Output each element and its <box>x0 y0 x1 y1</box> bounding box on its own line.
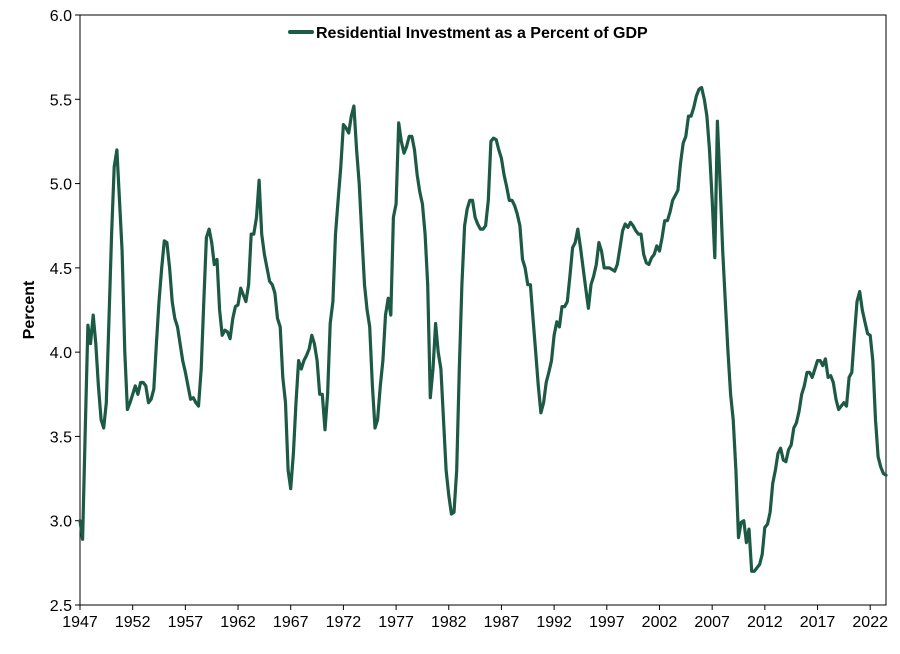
x-tick-label: 1967 <box>273 614 309 631</box>
x-tick-label: 1997 <box>589 614 625 631</box>
y-tick-label: 6.0 <box>50 8 72 25</box>
x-axis-ticks: 1947 1952 1957 1962 1967 1972 1977 1982 1987 1992… <box>62 605 888 631</box>
x-tick-label: 1957 <box>168 614 204 631</box>
x-tick-label: 2012 <box>747 614 783 631</box>
y-tick-label: 3.0 <box>50 514 72 531</box>
x-tick-label: 1947 <box>62 614 98 631</box>
x-tick-label: 1982 <box>431 614 467 631</box>
x-tick-label: 2022 <box>852 614 888 631</box>
x-tick-label: 1972 <box>326 614 362 631</box>
x-tick-label: 2007 <box>694 614 730 631</box>
x-tick-label: 1952 <box>115 614 151 631</box>
y-tick-label: 5.0 <box>50 177 72 194</box>
y-tick-label: 4.0 <box>50 345 72 362</box>
series-line <box>78 85 888 573</box>
x-tick-label: 1987 <box>484 614 520 631</box>
x-tick-label: 2002 <box>642 614 678 631</box>
x-tick-label: 2017 <box>800 614 836 631</box>
legend: Residential Investment as a Percent of G… <box>288 25 648 42</box>
x-tick-label: 1962 <box>220 614 256 631</box>
series-layer <box>78 85 888 573</box>
y-tick-label: 4.5 <box>50 261 72 278</box>
x-tick-label: 1992 <box>536 614 572 631</box>
y-axis-label: Percent <box>21 280 38 339</box>
y-tick-label: 2.5 <box>50 598 72 615</box>
y-axis-ticks: 2.5 3.0 3.5 4.0 4.5 5.0 5.5 6.0 <box>50 8 80 615</box>
legend-label: Residential Investment as a Percent of G… <box>316 25 648 42</box>
y-tick-label: 5.5 <box>50 92 72 109</box>
x-tick-label: 1977 <box>378 614 414 631</box>
plot-area-frame <box>79 14 887 606</box>
y-tick-label: 3.5 <box>50 429 72 446</box>
